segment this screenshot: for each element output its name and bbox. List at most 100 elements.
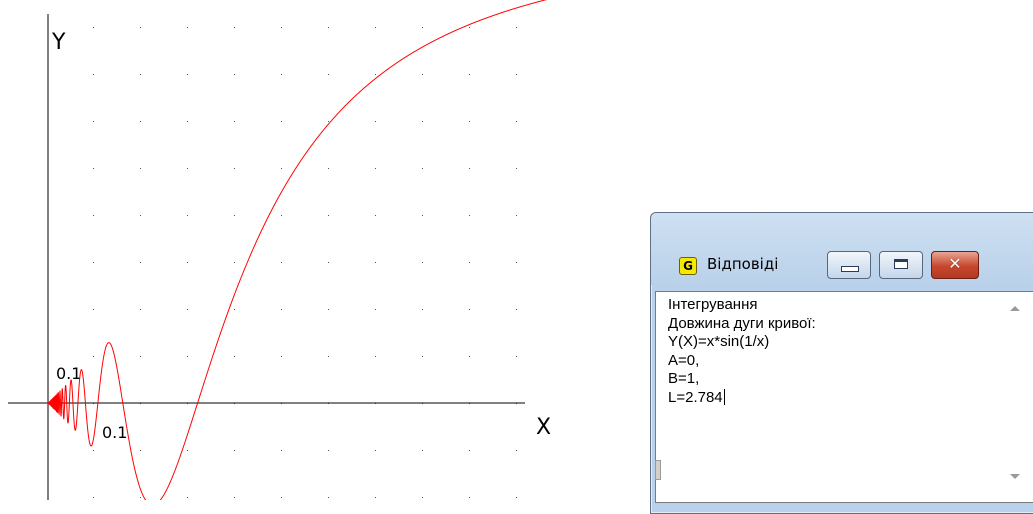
answer-line-1: Інтегрування	[668, 296, 758, 313]
grid-dot	[234, 74, 235, 75]
answer-lines: Інтегрування Довжина дуги кривої: Y(X)=x…	[668, 296, 816, 407]
grid-dot	[140, 168, 141, 169]
grid-dot	[93, 27, 94, 28]
grid-dot	[422, 168, 423, 169]
grid-dot	[328, 27, 329, 28]
grid-dot	[422, 27, 423, 28]
maximize-button[interactable]	[879, 251, 923, 279]
grid-dot	[281, 497, 282, 498]
grid-dot	[234, 450, 235, 451]
grid-dot	[328, 497, 329, 498]
grid-dot	[469, 356, 470, 357]
grid-dot	[234, 356, 235, 357]
grid-dot	[516, 27, 517, 28]
grid-dot	[422, 215, 423, 216]
grid-dot	[375, 450, 376, 451]
grid-dot	[140, 215, 141, 216]
function-curve	[47, 0, 547, 500]
grid-dot	[516, 309, 517, 310]
grid-dot	[516, 121, 517, 122]
text-caret	[723, 388, 725, 405]
grid-dot	[328, 356, 329, 357]
grid-dot	[140, 497, 141, 498]
grid-dot	[516, 168, 517, 169]
grid-dot	[375, 215, 376, 216]
grid-dot	[328, 121, 329, 122]
minimize-button[interactable]	[827, 251, 871, 279]
grid-dot	[281, 215, 282, 216]
grid-dot	[187, 309, 188, 310]
grid-dot	[140, 356, 141, 357]
grid-dot	[93, 262, 94, 263]
grid-dot	[140, 121, 141, 122]
grid-dot	[187, 450, 188, 451]
grid-dot	[375, 309, 376, 310]
grid-dot	[422, 74, 423, 75]
grid-dot	[187, 121, 188, 122]
grid-dot	[187, 168, 188, 169]
grid-dot	[234, 497, 235, 498]
y-tick-label: 0.1	[56, 364, 81, 383]
grid-dot	[140, 450, 141, 451]
grid-dot	[234, 27, 235, 28]
grid-dot	[187, 74, 188, 75]
grid-dot	[375, 121, 376, 122]
grid-dot	[422, 262, 423, 263]
grid-dot	[422, 450, 423, 451]
grid-dot	[281, 74, 282, 75]
resize-handle[interactable]	[655, 460, 661, 480]
answers-textarea[interactable]: Інтегрування Довжина дуги кривої: Y(X)=x…	[655, 291, 1033, 503]
grid-dot	[234, 168, 235, 169]
grid-dot	[140, 27, 141, 28]
window-titlebar[interactable]: G Відповіді ✕	[651, 213, 1033, 285]
grid-dot	[140, 262, 141, 263]
grid-dot	[469, 121, 470, 122]
grid-dot	[328, 168, 329, 169]
answer-line-4: A=0,	[668, 351, 700, 369]
grid-dot	[469, 309, 470, 310]
grid-dot	[375, 27, 376, 28]
grid-dot	[328, 215, 329, 216]
grid-dot	[93, 309, 94, 310]
grid-dot	[422, 497, 423, 498]
grid-dot	[469, 74, 470, 75]
grid-dot	[93, 168, 94, 169]
answers-window[interactable]: G Відповіді ✕ Інтегрування Довжина дуги …	[650, 212, 1033, 514]
grid-dot	[234, 309, 235, 310]
grid-dot	[469, 215, 470, 216]
grid-dot	[469, 262, 470, 263]
grid-dot	[375, 74, 376, 75]
close-icon: ✕	[948, 254, 962, 273]
grid-dot	[281, 121, 282, 122]
grid-dot	[187, 356, 188, 357]
grid-dot	[375, 168, 376, 169]
grid-dot	[281, 168, 282, 169]
grid-dot	[516, 497, 517, 498]
minimize-icon	[841, 266, 859, 272]
y-axis-label: Y	[51, 30, 66, 55]
answer-line-3: Y(X)=x*sin(1/x)	[668, 333, 770, 350]
grid-dot	[516, 450, 517, 451]
grid-dot	[516, 74, 517, 75]
grid-dot	[93, 356, 94, 357]
grid-dot	[187, 215, 188, 216]
grid-dot	[422, 309, 423, 310]
answer-line-2: Довжина дуги кривої:	[668, 314, 816, 332]
grid-dot	[93, 74, 94, 75]
grid-dot	[140, 309, 141, 310]
grid-dot	[469, 27, 470, 28]
close-button[interactable]: ✕	[931, 251, 979, 279]
window-title: Відповіді	[707, 255, 779, 273]
app-icon: G	[679, 257, 697, 275]
grid-dot	[328, 74, 329, 75]
grid-dot	[140, 74, 141, 75]
grid-dot	[281, 309, 282, 310]
x-axis-label: X	[536, 415, 551, 440]
grid-dot	[93, 497, 94, 498]
grid-dot	[93, 121, 94, 122]
scroll-down-arrow-icon[interactable]	[1010, 474, 1020, 479]
grid-dot	[234, 262, 235, 263]
scroll-up-arrow-icon[interactable]	[1010, 306, 1020, 311]
grid-dot	[93, 215, 94, 216]
grid-dot	[469, 450, 470, 451]
